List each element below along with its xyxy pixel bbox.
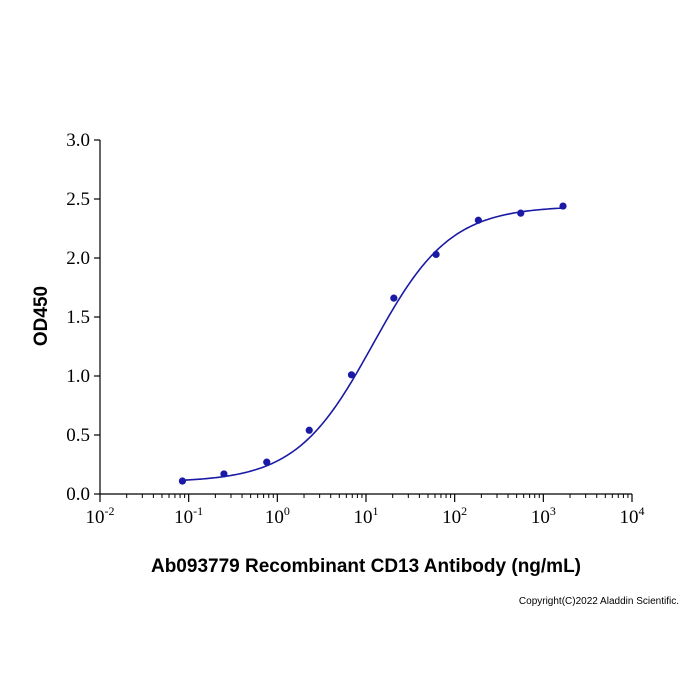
x-tick-label: 104 [620, 504, 645, 528]
x-axis-ticks: 10-2 10-1 100 101 102 103 104 [86, 494, 645, 528]
y-tick-label: 2.0 [66, 248, 90, 269]
y-tick-label: 0.0 [66, 484, 90, 505]
data-point [347, 371, 356, 379]
fit-curve [182, 207, 564, 482]
data-point [263, 458, 271, 466]
axes [99, 140, 632, 495]
data-point [305, 426, 313, 434]
y-tick-label: 1.0 [66, 366, 90, 387]
y-axis-ticks: 0.0 0.5 1.0 1.5 2.0 2.5 3.0 [66, 130, 100, 505]
data-point [517, 209, 525, 217]
x-tick-label: 10-2 [86, 504, 115, 528]
y-tick-label: 3.0 [66, 130, 90, 151]
x-tick-label: 103 [531, 504, 556, 528]
y-tick-label: 1.5 [66, 307, 90, 328]
x-tick-label: 100 [265, 504, 290, 528]
data-point [474, 216, 482, 224]
y-axis-label: OD450 [31, 286, 52, 346]
data-point [559, 202, 567, 210]
x-tick-label: 10-1 [174, 504, 203, 528]
x-axis-label: Ab093779 Recombinant CD13 Antibody (ng/m… [151, 556, 581, 577]
data-point [390, 294, 398, 302]
y-tick-label: 2.5 [66, 189, 90, 210]
x-tick-label: 102 [442, 504, 467, 528]
x-tick-label: 101 [354, 504, 379, 528]
data-point [220, 470, 228, 478]
data-point [178, 477, 187, 485]
copyright-notice: Copyright(C)2022 Aladdin Scientific. [518, 596, 679, 607]
data-points [178, 202, 567, 485]
data-point [432, 250, 440, 259]
y-tick-label: 0.5 [66, 425, 90, 446]
